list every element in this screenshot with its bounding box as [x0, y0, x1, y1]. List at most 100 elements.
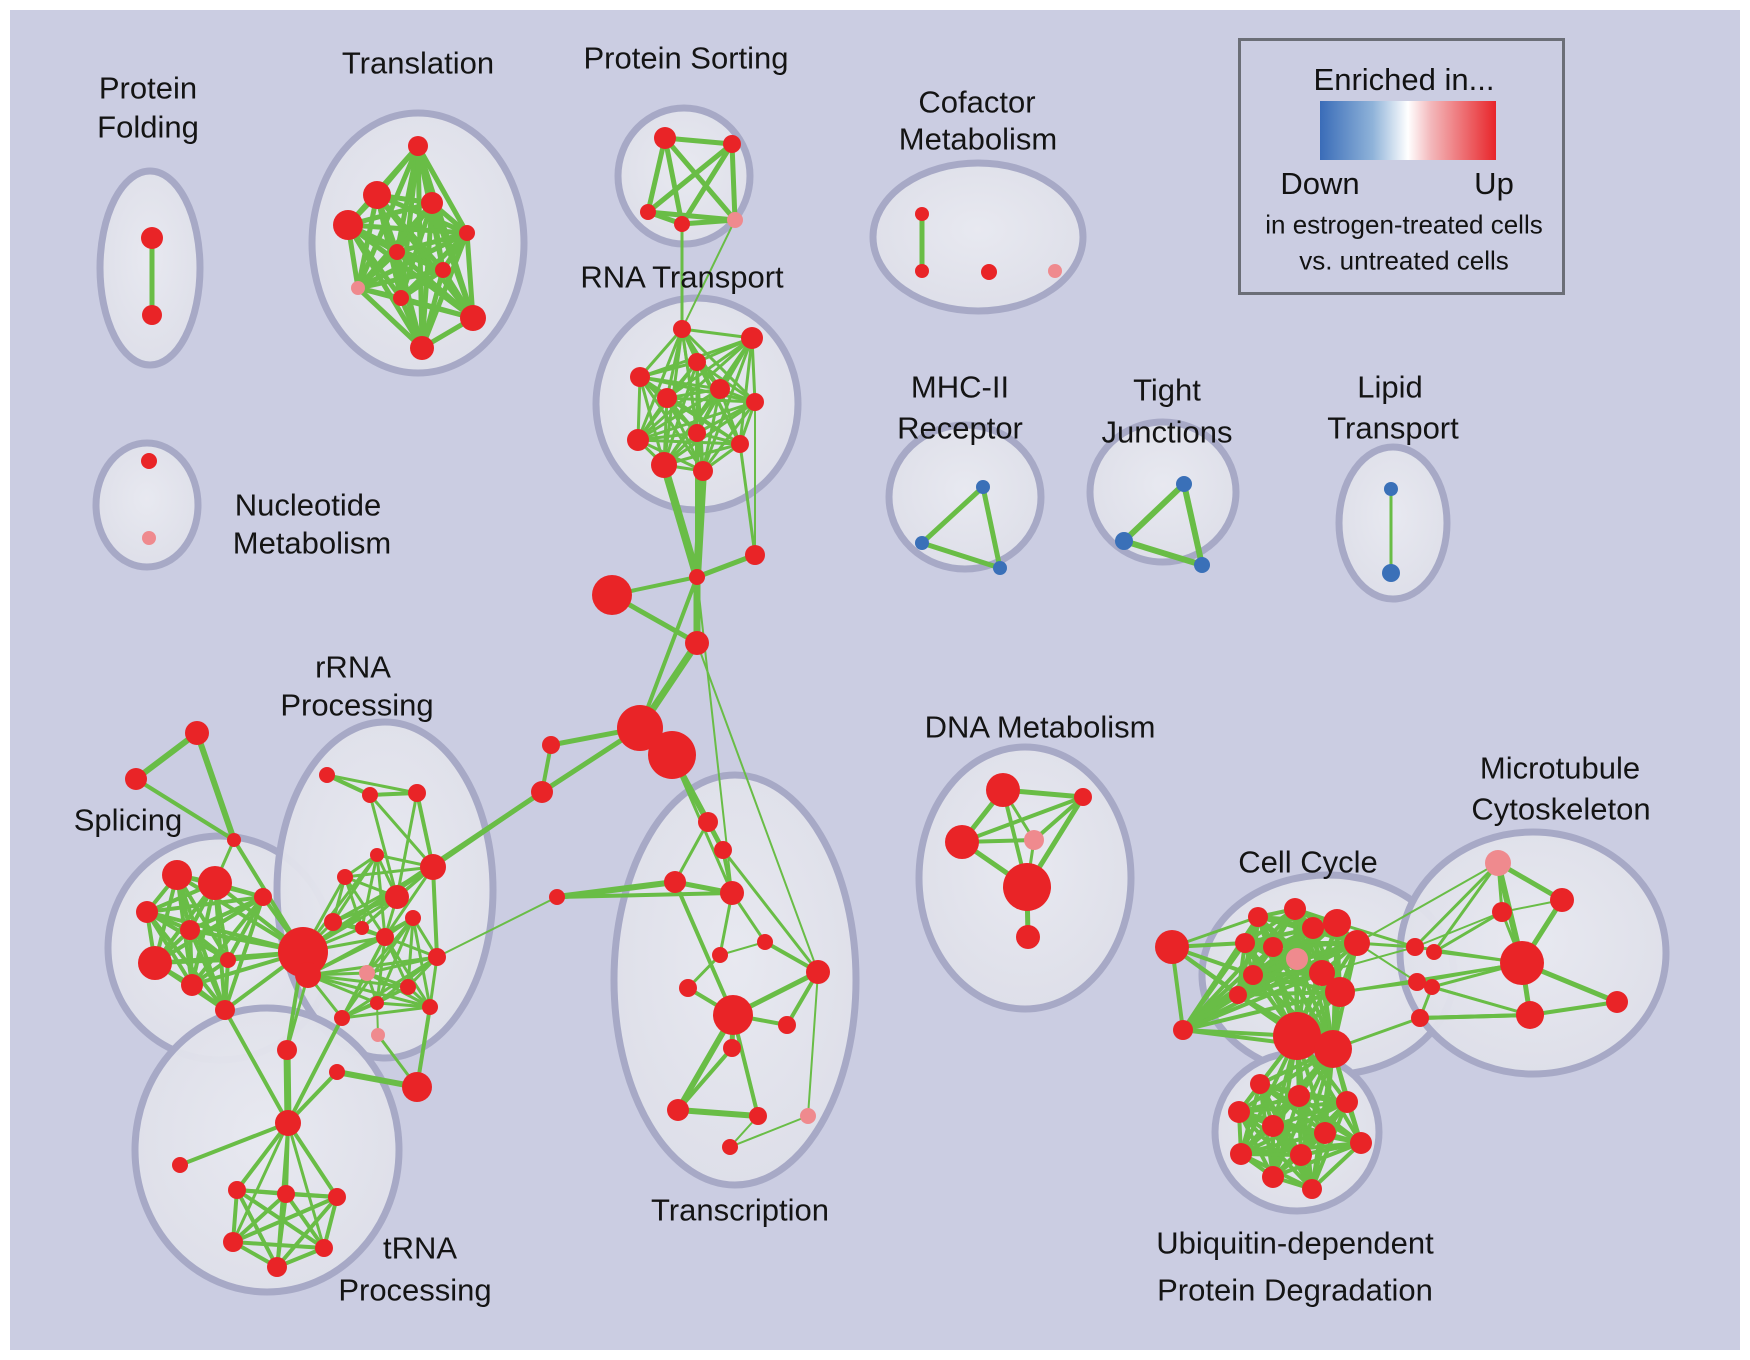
network-node [1194, 557, 1210, 573]
network-edge [340, 1005, 432, 1020]
network-node [141, 227, 163, 249]
network-edge [395, 791, 419, 899]
network-node [359, 965, 375, 981]
network-edge [134, 777, 236, 842]
network-edge [340, 955, 439, 1020]
network-edge [673, 820, 710, 884]
legend-down-label: Down [1280, 166, 1360, 201]
label-nucleotide-2: Metabolism [233, 526, 392, 561]
network-node [673, 320, 691, 338]
network-node [277, 1185, 295, 1203]
network-node [1426, 944, 1442, 960]
network-edge [188, 928, 227, 1012]
label-mhc-2: Receptor [897, 411, 1023, 446]
network-edge [190, 895, 265, 987]
network-node [408, 784, 426, 802]
network-node [741, 327, 763, 349]
network-edge [1181, 481, 1205, 568]
network-edge [398, 267, 446, 301]
network-node [710, 379, 730, 399]
network-node [657, 388, 677, 408]
network-edge [1181, 941, 1247, 1032]
network-node [1262, 1166, 1284, 1188]
network-node [1250, 1074, 1270, 1094]
cluster-ellipse-mhc-ii-receptor [885, 421, 1045, 573]
network-node [333, 210, 363, 240]
network-edge [701, 336, 754, 473]
label-trna-1: tRNA [383, 1231, 457, 1266]
network-node [746, 393, 764, 411]
network-edge [226, 895, 265, 962]
network-edge [680, 327, 754, 340]
cluster-ellipse-lipid-transport [1335, 443, 1451, 603]
network-node [393, 290, 409, 306]
network-node [1384, 482, 1398, 496]
network-edge [662, 442, 742, 467]
network-edge [145, 895, 265, 914]
network-edge [1236, 990, 1342, 997]
network-node [542, 736, 560, 754]
network-edge [662, 135, 735, 147]
network-edge [679, 141, 735, 227]
network-node [722, 1139, 738, 1155]
network-edge [1032, 795, 1085, 842]
network-node [460, 305, 486, 331]
network-edge [355, 285, 425, 351]
network-edge [681, 219, 736, 330]
network-node [324, 913, 342, 931]
network-node [648, 731, 696, 779]
network-edge [694, 552, 758, 580]
network-node [1286, 948, 1308, 970]
network-node [422, 999, 438, 1015]
network-edge [673, 880, 735, 1017]
network-edge [680, 327, 757, 404]
network-edge [306, 973, 432, 1009]
label-cofactor-2: Metabolism [899, 122, 1058, 157]
network-node [1492, 902, 1512, 922]
network-edge [235, 1188, 279, 1269]
network-node [617, 705, 663, 751]
label-protein-folding-1: Protein [99, 71, 197, 106]
label-dna-metabolism: DNA Metabolism [925, 710, 1156, 745]
legend-gradient-bar [1320, 101, 1496, 160]
network-node [328, 1188, 346, 1206]
network-edge [662, 135, 685, 227]
network-node [277, 1040, 297, 1060]
network-edge [1271, 941, 1359, 949]
network-edge [636, 387, 722, 442]
network-node [402, 1072, 432, 1102]
network-edge [1271, 1141, 1363, 1179]
network-edge [696, 576, 733, 894]
network-node [1024, 830, 1044, 850]
network-node [371, 1028, 385, 1042]
network-node [723, 135, 741, 153]
network-edge [368, 793, 399, 899]
legend: Enriched in... Down Up in estrogen-treat… [1238, 38, 1565, 295]
network-node [400, 979, 416, 995]
network-node [1243, 965, 1263, 985]
network-edge [231, 1195, 339, 1244]
network-edge [1418, 1013, 1532, 1020]
network-node [142, 305, 162, 325]
network-node [1230, 1143, 1252, 1165]
network-edge [306, 973, 410, 989]
network-node [727, 212, 743, 228]
legend-up-label: Up [1474, 166, 1514, 201]
network-node [720, 881, 744, 905]
network-node [315, 1239, 333, 1257]
network-node [688, 353, 706, 371]
network-node [915, 264, 929, 278]
network-edge [1121, 481, 1187, 544]
network-node [1485, 850, 1511, 876]
network-edge [394, 249, 476, 321]
label-lipid-2: Transport [1327, 411, 1459, 446]
network-node [370, 996, 384, 1010]
network-edge [980, 484, 1003, 571]
network-node [1229, 986, 1247, 1004]
network-node [745, 545, 765, 565]
network-edge [355, 249, 400, 291]
network-edge [1432, 861, 1500, 954]
network-node [674, 216, 690, 232]
